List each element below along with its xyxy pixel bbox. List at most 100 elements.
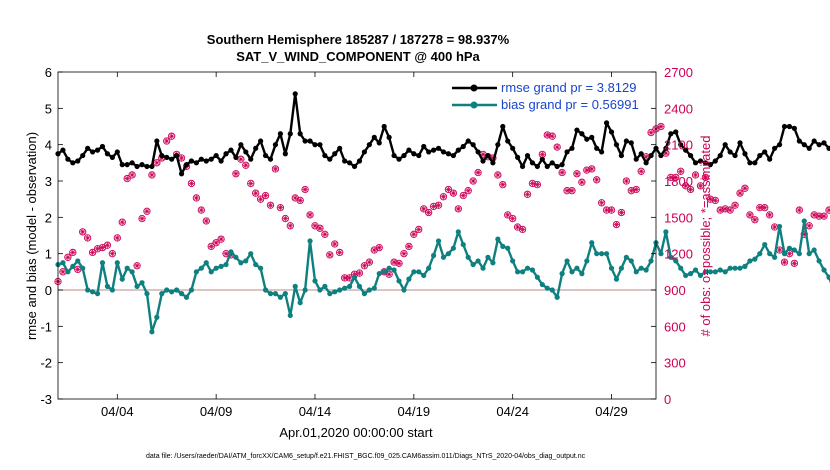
obs-possible-marker (597, 199, 606, 207)
y-left-tick-label: 2 (45, 210, 52, 225)
obs-assimilated-marker (75, 266, 81, 273)
obs-possible-marker (242, 161, 250, 169)
bias-point (213, 265, 219, 271)
x-tick-label: 04/04 (101, 404, 134, 419)
obs-assimilated-marker (164, 138, 170, 144)
obs-possible-marker (677, 167, 685, 175)
bias-point (243, 258, 249, 264)
y-right-tick-label: 1800 (664, 174, 693, 189)
y-right-tick-label: 1500 (664, 210, 693, 225)
obs-assimilated-marker (208, 243, 214, 249)
bias-point (406, 276, 412, 282)
rmse-point (732, 152, 738, 159)
obs-assimilated-marker (781, 259, 788, 265)
rmse-point (174, 152, 180, 159)
obs-assimilated-marker (534, 182, 540, 188)
obs-possible-marker (64, 253, 72, 261)
obs-assimilated-marker (569, 188, 575, 194)
bias-point (450, 245, 456, 251)
legend-rmse-label: rmse grand pr = 3.8129 (501, 80, 637, 95)
rmse-point (445, 151, 452, 157)
obs-possible-marker (696, 182, 705, 190)
bias-point (692, 267, 699, 273)
rmse-point (440, 149, 447, 155)
obs-assimilated-marker (608, 207, 615, 213)
rmse-point (722, 142, 728, 148)
rmse-point (243, 149, 249, 155)
obs-possible-marker (395, 259, 403, 268)
rmse-point (569, 145, 575, 151)
rmse-point (658, 152, 664, 159)
obs-assimilated-marker (638, 168, 644, 174)
obs-assimilated-marker (154, 160, 160, 166)
rmse-point (549, 160, 555, 166)
bias-point (70, 263, 76, 269)
rmse-point (203, 158, 209, 164)
obs-possible-marker (261, 191, 270, 200)
bias-point (678, 265, 684, 271)
bias-point (262, 287, 269, 293)
obs-assimilated-marker (673, 174, 679, 180)
bias-point (218, 263, 224, 269)
obs-assimilated-marker (99, 245, 106, 251)
obs-possible-marker (726, 206, 734, 214)
bias-point (332, 289, 338, 295)
rmse-point (465, 138, 471, 144)
obs-possible-marker (143, 207, 151, 215)
obs-possible-marker (415, 225, 423, 234)
rmse-point (159, 152, 165, 159)
rmse-point (381, 123, 387, 130)
obs-assimilated-marker (702, 174, 709, 180)
rmse-point (351, 163, 358, 170)
bias-point (356, 283, 363, 289)
obs-possible-marker (622, 177, 630, 185)
bias-point (584, 258, 590, 264)
legend-bias-marker (470, 101, 478, 109)
obs-assimilated-marker (104, 242, 111, 248)
rmse-point (618, 152, 625, 159)
bias-point (801, 218, 807, 224)
obs-assimilated-marker (282, 215, 288, 222)
bias-point (80, 265, 86, 271)
rmse-point (524, 152, 531, 159)
rmse-point (312, 142, 318, 148)
obs-assimilated-marker (549, 133, 555, 139)
obs-possible-marker (766, 211, 774, 219)
obs-assimilated-marker (401, 251, 407, 257)
obs-assimilated-marker (89, 249, 96, 256)
obs-possible-marker (296, 196, 304, 205)
bias-point (757, 251, 763, 257)
rmse-point (129, 160, 135, 166)
rmse-point (406, 147, 412, 153)
obs-assimilated-marker (139, 215, 145, 222)
rmse-point (821, 140, 827, 146)
obs-assimilated-marker (218, 236, 224, 242)
rmse-point (678, 142, 684, 148)
bias-point (707, 269, 713, 275)
obs-assimilated-marker (396, 260, 402, 266)
obs-assimilated-marker (510, 215, 516, 222)
rmse-point (752, 160, 758, 166)
obs-assimilated-marker (317, 225, 323, 231)
obs-assimilated-marker (129, 172, 135, 178)
rmse-point (416, 152, 422, 159)
rmse-point (796, 138, 802, 144)
bias-point (752, 256, 758, 262)
obs-possible-marker (780, 258, 789, 266)
obs-assimilated-marker (786, 251, 793, 257)
bias-point (119, 276, 125, 282)
obs-possible-marker (474, 168, 482, 177)
bias-point (89, 289, 96, 295)
rmse-point (267, 156, 274, 162)
y-left-tick-label: 4 (45, 138, 52, 153)
rmse-point (697, 158, 704, 164)
obs-possible-marker (454, 205, 462, 213)
obs-assimilated-marker (366, 259, 372, 265)
rmse-point (70, 160, 76, 166)
bias-point (178, 291, 185, 297)
rmse-point (663, 145, 669, 151)
rmse-point (104, 151, 111, 157)
y-right-tick-label: 2400 (664, 101, 693, 116)
plot-area (58, 72, 656, 399)
plot-frame (57, 71, 657, 400)
